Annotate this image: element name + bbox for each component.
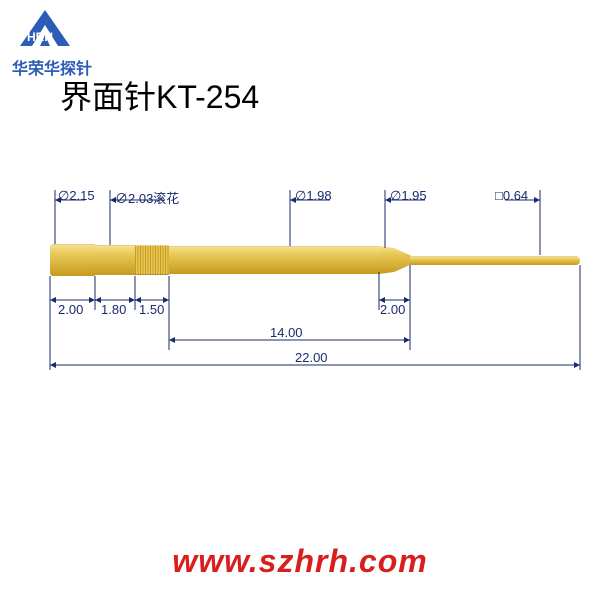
dim-s1: 2.00 — [58, 302, 83, 317]
dim-total: 22.00 — [295, 350, 328, 365]
dim-mid: 14.00 — [270, 325, 303, 340]
dim-s2: 1.80 — [101, 302, 126, 317]
label-d3: ∅1.98 — [295, 188, 332, 204]
label-sq: □0.64 — [495, 188, 528, 203]
label-d1: ∅2.15 — [58, 188, 95, 204]
label-d2: ∅2.03滚花 — [115, 188, 179, 207]
dimension-overlay — [0, 0, 600, 600]
website-url: www.szhrh.com — [172, 543, 427, 580]
dim-s3: 1.50 — [139, 302, 164, 317]
dim-tip: 2.00 — [380, 302, 405, 317]
label-d4: ∅1.95 — [390, 188, 427, 204]
